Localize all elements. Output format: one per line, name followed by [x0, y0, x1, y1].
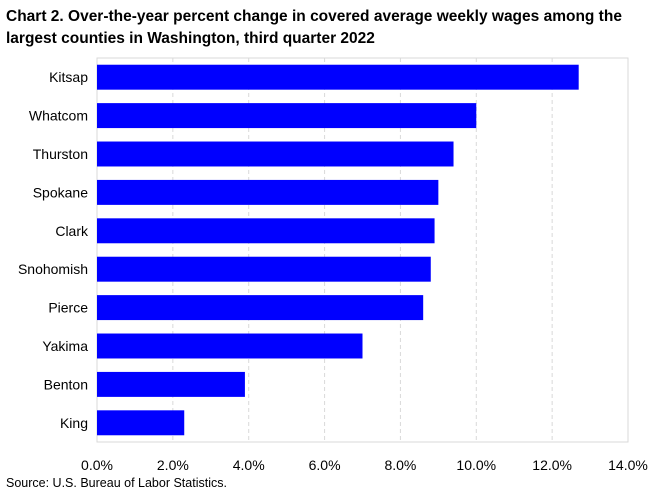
category-label: Whatcom [29, 108, 88, 124]
category-label: Snohomish [18, 261, 88, 277]
plot-area-border [96, 57, 629, 443]
category-label: King [60, 415, 88, 431]
x-tick-label: 14.0% [608, 457, 648, 473]
bar-whatcom [97, 103, 477, 129]
category-labels: Kitsap Whatcom Thurston Spokane Clark Snohomi… [18, 69, 89, 431]
x-tick-label: 4.0% [233, 457, 265, 473]
x-tick-labels: 0.0% 2.0% 4.0% 6.0% 8.0% 10.0% 12.0% 14.0% [81, 457, 648, 473]
category-label: Clark [55, 223, 89, 239]
bar-clark [97, 218, 435, 244]
bar-yakima [97, 333, 363, 359]
x-tick-label: 10.0% [456, 457, 496, 473]
bar-kitsap [97, 64, 579, 90]
x-tick-label: 2.0% [157, 457, 189, 473]
x-tick-label: 8.0% [384, 457, 416, 473]
bar-thurston [97, 141, 454, 167]
bar-king [97, 410, 185, 436]
x-tick-label: 0.0% [81, 457, 113, 473]
category-label: Pierce [48, 300, 88, 316]
category-label: Benton [44, 376, 88, 392]
bars [97, 64, 579, 436]
bar-pierce [97, 295, 424, 321]
category-label: Thurston [33, 146, 88, 162]
bar-spokane [97, 179, 439, 205]
category-label: Spokane [33, 184, 88, 200]
x-tick-label: 12.0% [532, 457, 572, 473]
chart-title: Chart 2. Over-the-year percent change in… [6, 8, 622, 47]
x-tick-label: 6.0% [309, 457, 341, 473]
category-label: Yakima [42, 338, 88, 354]
category-label: Kitsap [49, 69, 88, 85]
source-note: Source: U.S. Bureau of Labor Statistics. [6, 476, 227, 490]
bar-benton [97, 371, 245, 397]
bar-snohomish [97, 256, 431, 282]
